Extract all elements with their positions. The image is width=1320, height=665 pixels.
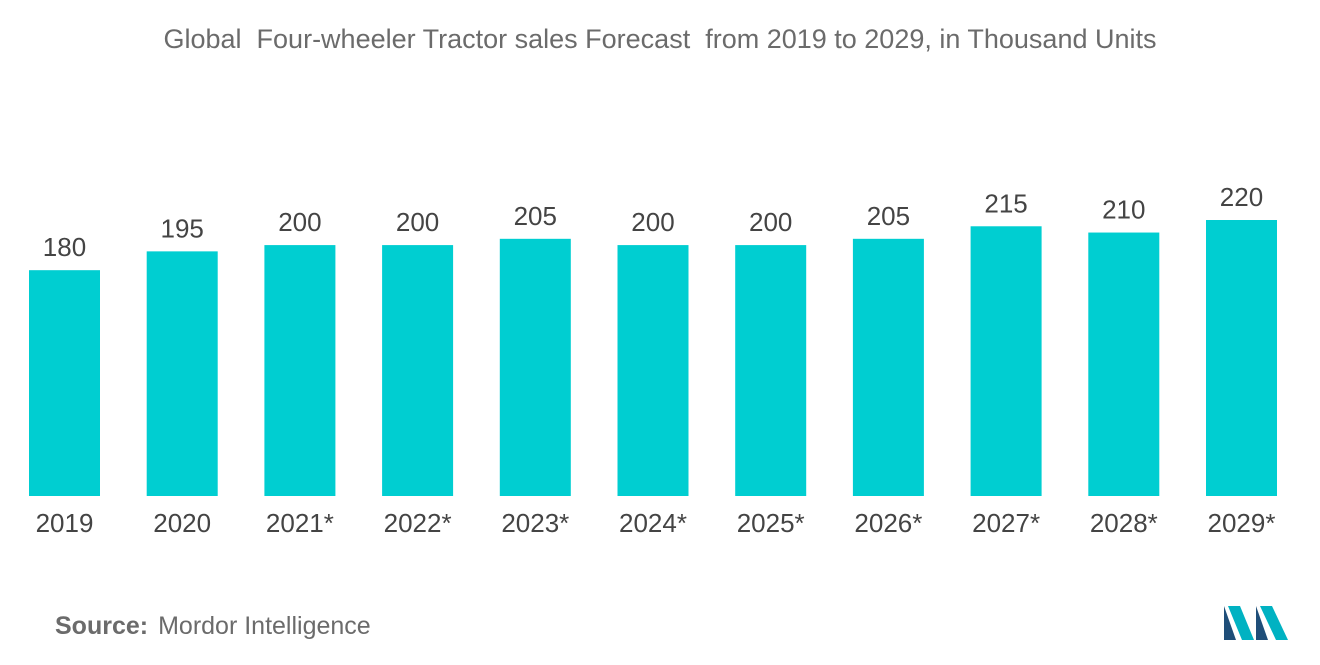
x-tick-label: 2024* [619,508,687,538]
bar-2023 [499,238,571,496]
x-tick-label: 2023* [501,508,569,538]
source-line: Source: Mordor Intelligence [55,612,371,641]
x-tick-label: 2027* [972,508,1040,538]
value-label: 215 [984,188,1027,218]
value-label: 210 [1102,195,1145,225]
logo-shape-left [1224,606,1236,640]
value-label: 200 [749,207,792,237]
value-label: 200 [278,207,321,237]
source-text: Mordor Intelligence [158,612,371,640]
source-label: Source: [55,612,149,640]
bar-2024 [617,245,689,496]
x-tick-label: 2020 [153,508,211,538]
logo-shape-right [1260,606,1288,640]
x-tick-label: 2026* [854,508,922,538]
bar-2025 [735,245,807,496]
logo-shape-mid-b [1256,606,1268,640]
bar-2026 [852,238,924,496]
mordor-intelligence-logo-icon [1224,606,1288,640]
bar-2021 [264,245,336,496]
x-tick-label: 2019 [36,508,94,538]
bar-2020 [146,251,218,496]
value-label: 200 [396,207,439,237]
value-label: 205 [514,201,557,231]
bar-2027 [970,226,1042,497]
value-label: 205 [867,201,910,231]
x-tick-label: 2025* [737,508,805,538]
bars-group: 180 2019 195 2020 200 2021* 200 2022* 205 2023* 20… [29,182,1277,538]
logo-shape-mid-a [1228,606,1254,640]
value-label: 195 [161,213,204,243]
bar-2029 [1206,220,1277,496]
value-label: 180 [43,232,86,262]
x-tick-label: 2022* [384,508,452,538]
x-tick-label: 2021* [266,508,334,538]
x-tick-label: 2029* [1208,508,1276,538]
bar-2019 [29,270,100,496]
value-label: 220 [1220,182,1263,212]
bar-2022 [382,245,454,496]
value-label: 200 [631,207,674,237]
bar-2028 [1088,232,1160,496]
x-tick-label: 2028* [1090,508,1158,538]
chart-title: Global Four-wheeler Tractor sales Foreca… [163,24,1157,54]
